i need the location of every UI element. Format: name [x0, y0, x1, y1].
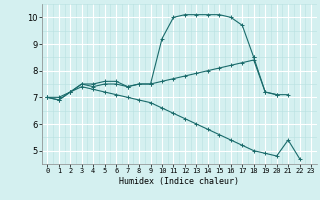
X-axis label: Humidex (Indice chaleur): Humidex (Indice chaleur): [119, 177, 239, 186]
